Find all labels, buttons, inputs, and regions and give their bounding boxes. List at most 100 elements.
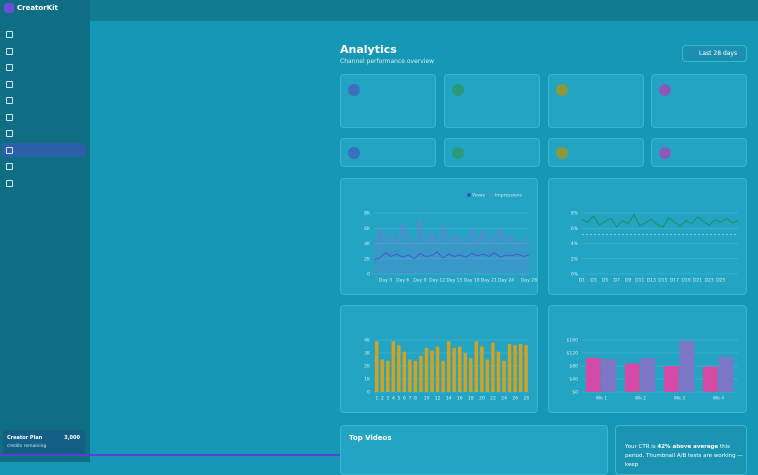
chart: 0%2%4%6%8%D1 D3 D5 D7 D9 D11 D13 D15 D17 D19 D21 D2… <box>571 211 739 284</box>
x-tick-label: Day 24 <box>498 278 514 284</box>
bar <box>601 358 617 392</box>
x-tick-label: 7 <box>409 396 412 402</box>
insight-text: Your CTR is 42% above average this perio… <box>625 443 745 470</box>
y-tick-label: 4% <box>571 241 579 247</box>
nav-item[interactable] <box>2 126 86 140</box>
y-tick-label: $0 <box>572 390 578 396</box>
x-tick-label: Day 28 <box>521 278 537 284</box>
chart-card: $0 $40 $80 $120 $160 Wk 1 Wk 2 Wk 3 Wk 4 <box>548 305 747 413</box>
x-tick-label: Day 12 <box>429 278 445 284</box>
kpi-card <box>548 138 644 167</box>
x-tick-label: D9 <box>625 278 631 284</box>
nav-item[interactable] <box>2 110 86 124</box>
y-tick-label: 0% <box>571 272 579 278</box>
bar <box>663 366 679 392</box>
y-tick-label: 2K <box>364 364 371 370</box>
bar <box>458 346 462 392</box>
x-tick-label: 16 <box>457 396 463 402</box>
x-tick-label: D19 <box>681 278 690 284</box>
x-tick-label: D13 <box>647 278 656 284</box>
bar <box>435 346 440 392</box>
y-tick-label: $40 <box>569 377 578 383</box>
logo <box>4 3 14 13</box>
x-tick-label: D7 <box>614 278 620 284</box>
nav-item[interactable] <box>2 77 86 91</box>
nav-item[interactable] <box>2 176 86 190</box>
kpi-icon <box>556 84 568 96</box>
x-tick-label: D1 <box>579 278 585 284</box>
bar <box>452 347 456 392</box>
nav-item[interactable] <box>2 93 86 107</box>
chart-card: 0 1K 2K 3K 4K 1 2 3 4 5 6 7 8 10 12 14 16 18 20 22 24 26 28 <box>340 305 538 413</box>
x-tick-label: D3 <box>590 278 596 284</box>
x-tick-label: D17 <box>670 278 679 284</box>
bar <box>702 366 718 392</box>
y-tick-label: 4K <box>364 338 371 344</box>
chart-card: 0 2K 4K 6K 8K Day 3 Day 6 Day 9 Day 12 Day 15 Day … <box>340 178 538 295</box>
top-videos-card: Top Videos <box>340 425 608 475</box>
y-tick-label: 8K <box>364 211 371 217</box>
kpi-icon <box>348 147 360 159</box>
bar <box>624 363 640 392</box>
x-tick-label: D5 <box>602 278 608 284</box>
y-tick-label: $120 <box>567 351 579 357</box>
insight-strong: 42% above average <box>657 444 719 450</box>
bar <box>507 343 512 392</box>
kpi-icon <box>452 84 464 96</box>
x-tick-label: D11 <box>635 278 644 284</box>
kpi-card <box>548 74 644 128</box>
bar <box>446 341 451 392</box>
nav-item[interactable] <box>2 159 86 173</box>
kpi-icon <box>556 147 568 159</box>
kpi-icon <box>659 147 671 159</box>
x-tick-label: 20 <box>479 396 485 402</box>
x-tick-label: 3 <box>386 396 389 402</box>
chart-card: 0% 2% 4% 6% 8% D1 D3 D5 D7 D9 D11 D13 D15 D17 D19 D21 D2… <box>548 178 747 295</box>
date-range-button[interactable]: Last 28 days <box>682 45 747 62</box>
x-tick-label: 6 <box>403 396 406 402</box>
series-line <box>373 251 530 260</box>
nav-item[interactable] <box>2 27 86 41</box>
kpi-icon <box>348 84 360 96</box>
nav-item[interactable] <box>2 142 86 157</box>
kpi-card <box>651 74 747 128</box>
y-tick-label: 2K <box>364 256 371 262</box>
sidebar: CreatorKit Creator Plan 3,000 credits re… <box>0 0 90 462</box>
x-tick-label: 4 <box>392 396 395 402</box>
x-tick-label: Wk 4 <box>713 396 724 402</box>
y-tick-label: 0 <box>367 390 370 396</box>
x-tick-label: 10 <box>424 396 430 402</box>
legend-swatch <box>467 193 471 197</box>
nav-item[interactable] <box>2 60 86 74</box>
bar <box>419 355 423 392</box>
kpi-icon <box>659 84 671 96</box>
x-tick-label: D21 <box>693 278 702 284</box>
x-tick-label: Day 6 <box>396 278 409 284</box>
bar <box>491 342 495 392</box>
y-tick-label: $80 <box>569 364 578 370</box>
y-tick-label: 0 <box>367 272 370 278</box>
x-tick-label: 12 <box>435 396 441 402</box>
bar <box>585 357 601 392</box>
nav-item[interactable] <box>2 44 86 58</box>
page-title: Analytics <box>340 43 397 56</box>
kpi-icon <box>452 147 464 159</box>
y-tick-label: $160 <box>567 338 579 344</box>
y-tick-label: 8% <box>571 211 579 217</box>
y-tick-label: 2% <box>571 256 579 262</box>
kpi-card <box>651 138 747 167</box>
bar <box>496 351 501 392</box>
x-tick-label: Day 21 <box>481 278 497 284</box>
x-tick-label: 28 <box>523 396 529 402</box>
x-tick-label: 18 <box>468 396 474 402</box>
top-bar <box>0 0 758 21</box>
brand[interactable]: CreatorKit <box>4 3 58 13</box>
x-tick-label: Day 9 <box>413 278 426 284</box>
y-tick-label: 6% <box>571 226 579 232</box>
plan-note: credits remaining <box>7 444 47 449</box>
y-tick-label: 6K <box>364 226 371 232</box>
kpi-card <box>340 138 436 167</box>
bar <box>640 357 656 392</box>
